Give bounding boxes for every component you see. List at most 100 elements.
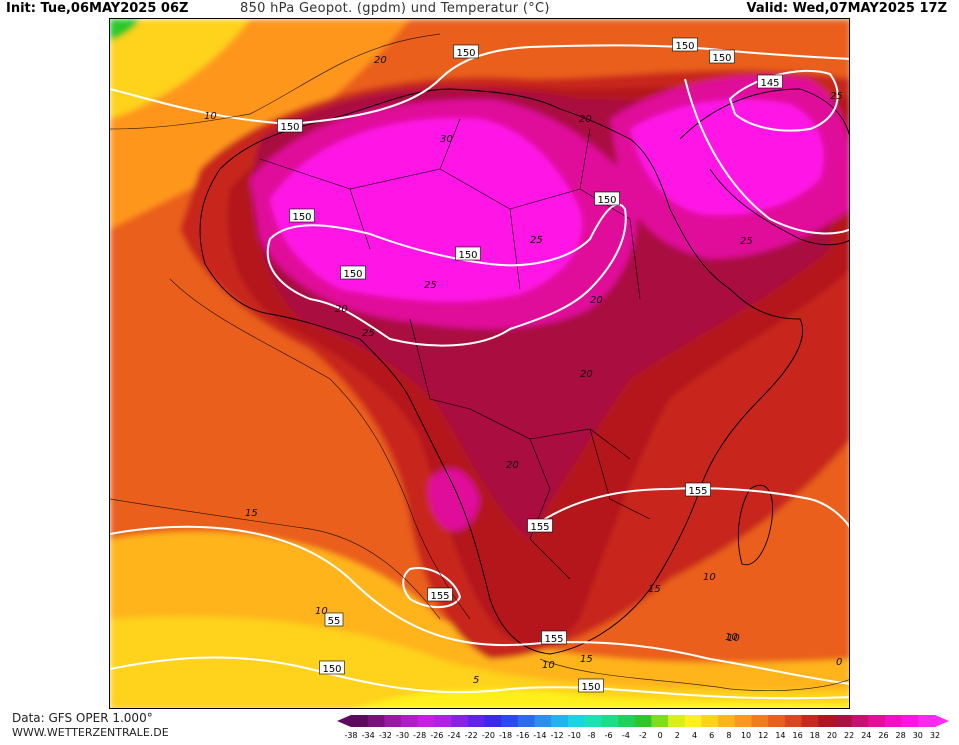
legend-swatch [784,715,803,727]
field-south-gold [110,616,849,708]
country-borders [259,118,651,580]
legend-tick-label: 12 [758,731,768,740]
temperature-label: 20 [335,304,348,315]
geopotential-label: 155 [685,482,711,497]
svg-text:150: 150 [458,250,477,261]
legend-swatch [801,715,819,727]
legend-max-arrow [935,715,949,727]
geopotential-label: 155 [541,630,567,645]
legend-swatch [501,715,519,727]
svg-text:150: 150 [292,212,311,223]
temperature-contours [110,33,849,692]
legend-tick-label: -12 [551,731,564,740]
legend-swatch [734,715,752,727]
legend-swatch [517,715,536,727]
legend-tick-label: -4 [622,731,630,740]
legend-tick-label: -22 [465,731,478,740]
svg-text:150: 150 [675,41,694,52]
svg-text:150: 150 [597,195,616,206]
geopotential-label: 55 [324,612,344,627]
field-hot-magenta-sahara [270,118,582,302]
legend-swatch [484,715,502,727]
temperature-labels: 2010302025252520252020151510101015510010… [204,55,843,686]
temperature-label: 30 [440,134,453,145]
chart-title: 850 hPa Geopot. (gpdm) und Temperatur (°… [240,1,550,16]
legend-swatch [651,715,669,727]
svg-text:155: 155 [688,486,707,497]
legend-swatch [351,715,369,727]
field-magenta-south [428,468,480,531]
legend-tick-label: -16 [516,731,529,740]
svg-text:150: 150 [456,48,475,59]
legend-swatch [417,715,435,727]
contour-150-southwest [110,656,849,700]
legend-swatch [384,715,402,727]
coastlines [199,88,849,655]
legend-swatch [434,715,452,727]
website-credit: WWW.WETTERZENTRALE.DE [12,726,169,739]
legend-swatch [617,715,636,727]
geopotential-label: 155 [527,518,553,533]
svg-text:155: 155 [544,634,563,645]
madagascar-coastline [737,484,773,566]
legend-swatch [884,715,903,727]
temperature-label: 20 [374,55,387,66]
legend-swatch [451,715,469,727]
temperature-label: 15 [580,654,593,665]
legend-tick-label: 0 [658,731,663,740]
legend-tick-label: 14 [775,731,785,740]
field-south-yellow [356,689,849,708]
legend-swatch [918,715,936,727]
svg-text:55: 55 [328,616,341,627]
legend-tick-label: 28 [896,731,906,740]
field-hot-magenta-arabia [630,99,824,216]
svg-text:150: 150 [712,53,731,64]
legend-tick-label: 8 [726,731,731,740]
svg-text:150: 150 [322,664,341,675]
temperature-label: 20 [590,295,603,306]
svg-text:155: 155 [530,522,549,533]
temperature-label: 20 [580,369,593,380]
geopotential-label: 150 [289,208,315,223]
legend-tick-label: 16 [792,731,802,740]
geopotential-label: 150 [453,44,479,59]
data-source: Data: GFS OPER 1.000° [12,711,153,725]
legend-tick-label: -38 [344,731,357,740]
legend-swatch [751,715,769,727]
legend-tick-label: -28 [413,731,426,740]
legend-tick-label: 2 [675,731,680,740]
legend-swatch [868,715,886,727]
geopotential-label: 155 [427,587,453,602]
legend-tick-label: 32 [930,731,940,740]
legend-tick-label: 20 [827,731,837,740]
legend-swatch [367,715,385,727]
geopotential-label: 150 [594,191,620,206]
legend-swatch [601,715,619,727]
geopotential-label: 145 [757,74,783,89]
geopotential-label: 150 [319,660,345,675]
legend-tick-label: 10 [741,731,751,740]
svg-text:155: 155 [430,591,449,602]
temperature-label: 10 [204,111,217,122]
temperature-label: 0 [836,657,842,668]
valid-time: Valid: Wed,07MAY2025 17Z [746,1,947,16]
legend-tick-label: -18 [499,731,512,740]
contour-155-cape [402,567,462,608]
temperature-label: 25 [740,236,753,247]
legend-tick-label: 24 [861,731,871,740]
legend-tick-label: -2 [639,731,647,740]
map-svg: 1501501501501501501501501451551551551555… [110,19,849,708]
temperature-label: 25 [530,235,543,246]
legend-swatch [818,715,836,727]
geopotential-label: 150 [709,49,735,64]
legend-tick-label: 4 [692,731,697,740]
legend-swatch [834,715,853,727]
temperature-label: 10 [703,572,716,583]
temperature-label: 10 [727,633,740,644]
contour-155-south [110,525,849,685]
legend-swatch [467,715,485,727]
legend-swatch [668,715,686,727]
temperature-label: 10 [725,632,738,643]
geopotential-label: 150 [578,678,604,693]
legend-swatch [567,715,586,727]
